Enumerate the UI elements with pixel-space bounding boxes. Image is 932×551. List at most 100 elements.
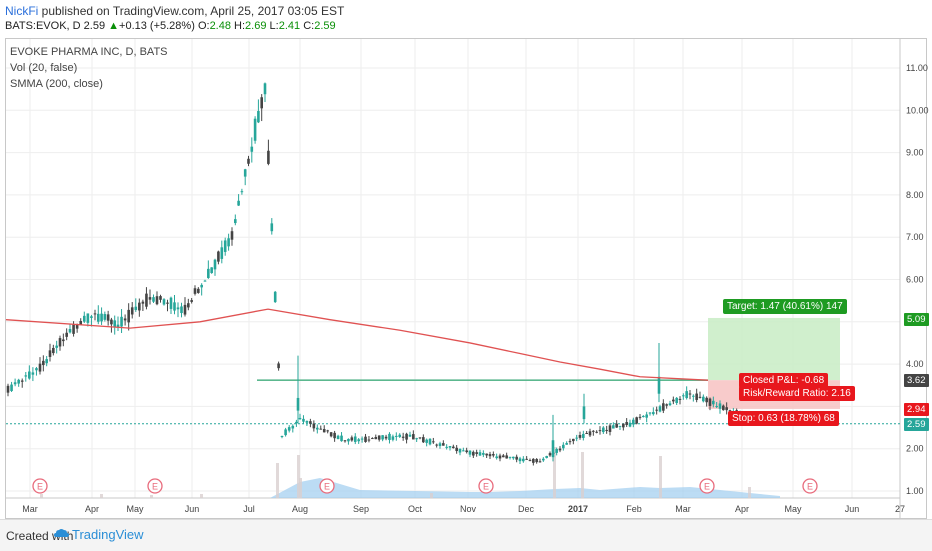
candle-body <box>296 397 300 411</box>
candle-body <box>20 380 24 382</box>
candle-body <box>445 446 448 448</box>
legend-smma[interactable]: SMMA (200, close) <box>10 78 103 90</box>
candle-body <box>645 414 648 418</box>
chart-legend: EVOKE PHARMA INC, D, BATS Vol (20, false… <box>10 44 168 92</box>
candle-body <box>353 436 357 442</box>
earnings-marker-icon <box>32 478 48 494</box>
candle-body <box>702 396 705 402</box>
candle-body <box>381 435 384 440</box>
candle-body <box>28 371 31 379</box>
candle-body <box>305 421 309 423</box>
candle-body <box>360 438 364 440</box>
candle-body <box>618 425 622 427</box>
candle-body <box>422 437 425 443</box>
candle-body <box>127 309 130 323</box>
candle-body <box>371 438 374 440</box>
candle-body <box>295 421 298 424</box>
symbol-label: BATS:EVOK, D <box>5 20 81 32</box>
candle-body <box>79 320 83 325</box>
candle-body <box>263 83 267 95</box>
candle-body <box>528 460 532 462</box>
candle-body <box>405 433 408 440</box>
candle-body <box>415 438 418 440</box>
candle-body <box>180 306 183 314</box>
candle-body <box>10 384 13 392</box>
candle-body <box>141 301 145 304</box>
candle-body <box>347 438 350 442</box>
chart-header: NickFi published on TradingView.com, Apr… <box>0 0 932 36</box>
tradingview-brand[interactable]: TradingView <box>72 527 144 542</box>
candle-body <box>725 407 728 411</box>
candle-body <box>267 150 270 164</box>
candle-body <box>512 456 515 459</box>
candle-body <box>655 409 658 411</box>
legend-volume[interactable]: Vol (20, false) <box>10 62 78 74</box>
author-link[interactable]: NickFi <box>5 4 39 18</box>
candle-body <box>388 433 391 440</box>
candle-body <box>675 397 678 404</box>
candle-body <box>280 435 284 437</box>
y-tick-label: 9.00 <box>906 148 924 158</box>
x-tick-label: Sep <box>353 504 369 514</box>
candle-body <box>120 316 123 327</box>
candle-body <box>657 376 661 394</box>
candle-body <box>458 448 462 453</box>
candle-body <box>602 427 605 433</box>
candle-body <box>438 443 442 447</box>
candle-body <box>270 223 274 232</box>
candle-body <box>465 450 468 453</box>
candle-body <box>432 441 435 443</box>
candle-body <box>319 428 323 430</box>
candle-body <box>582 433 585 438</box>
candle-body <box>377 435 381 440</box>
candle-body <box>247 158 250 164</box>
y-tick-label: 2.00 <box>906 444 924 454</box>
x-tick-label: May <box>126 504 144 514</box>
candle-body <box>708 398 712 406</box>
x-tick-label: Oct <box>408 504 423 514</box>
candle-body <box>608 425 612 432</box>
candle-body <box>173 302 176 311</box>
candle-body <box>234 219 237 224</box>
x-tick-label: 27 <box>895 504 905 514</box>
candle-body <box>518 458 522 462</box>
candle-body <box>468 450 472 455</box>
candle-body <box>200 284 203 288</box>
candle-body <box>455 447 458 452</box>
candle-body <box>364 436 367 442</box>
candle-body <box>277 363 280 369</box>
candle-body <box>257 111 260 123</box>
candle-body <box>595 431 598 433</box>
candle-body <box>213 259 217 270</box>
candle-body <box>333 432 336 439</box>
candle-body <box>302 418 305 422</box>
candle-body <box>575 437 578 439</box>
volume-bar <box>748 487 751 498</box>
x-tick-label: Jun <box>845 504 860 514</box>
candle-body <box>688 393 692 395</box>
candle-body <box>340 435 343 442</box>
last-price: 2.59 <box>83 20 106 32</box>
candle-body <box>187 303 190 308</box>
candle-body <box>612 425 615 429</box>
candle-body <box>197 288 200 293</box>
candle-body <box>668 403 672 406</box>
volume-bar <box>430 493 433 498</box>
candle-body <box>568 441 572 443</box>
candle-body <box>68 329 72 333</box>
candle-body <box>230 231 234 240</box>
price-change: +0.13 (+5.28%) <box>119 20 195 32</box>
price-chart[interactable]: 1.002.003.004.005.006.007.008.009.0010.0… <box>0 0 932 519</box>
candle-body <box>24 375 28 377</box>
published-text: published on TradingView.com, April 25, … <box>38 4 345 18</box>
candle-body <box>418 437 422 439</box>
volume-bar <box>659 456 662 498</box>
candle-body <box>243 169 247 177</box>
y-tick-label: 7.00 <box>906 232 924 242</box>
candle-body <box>718 403 722 409</box>
candle-body <box>343 440 347 442</box>
candle-body <box>13 382 17 385</box>
candle-body <box>183 304 187 315</box>
x-tick-label: Aug <box>292 504 308 514</box>
x-tick-label: Jun <box>185 504 200 514</box>
